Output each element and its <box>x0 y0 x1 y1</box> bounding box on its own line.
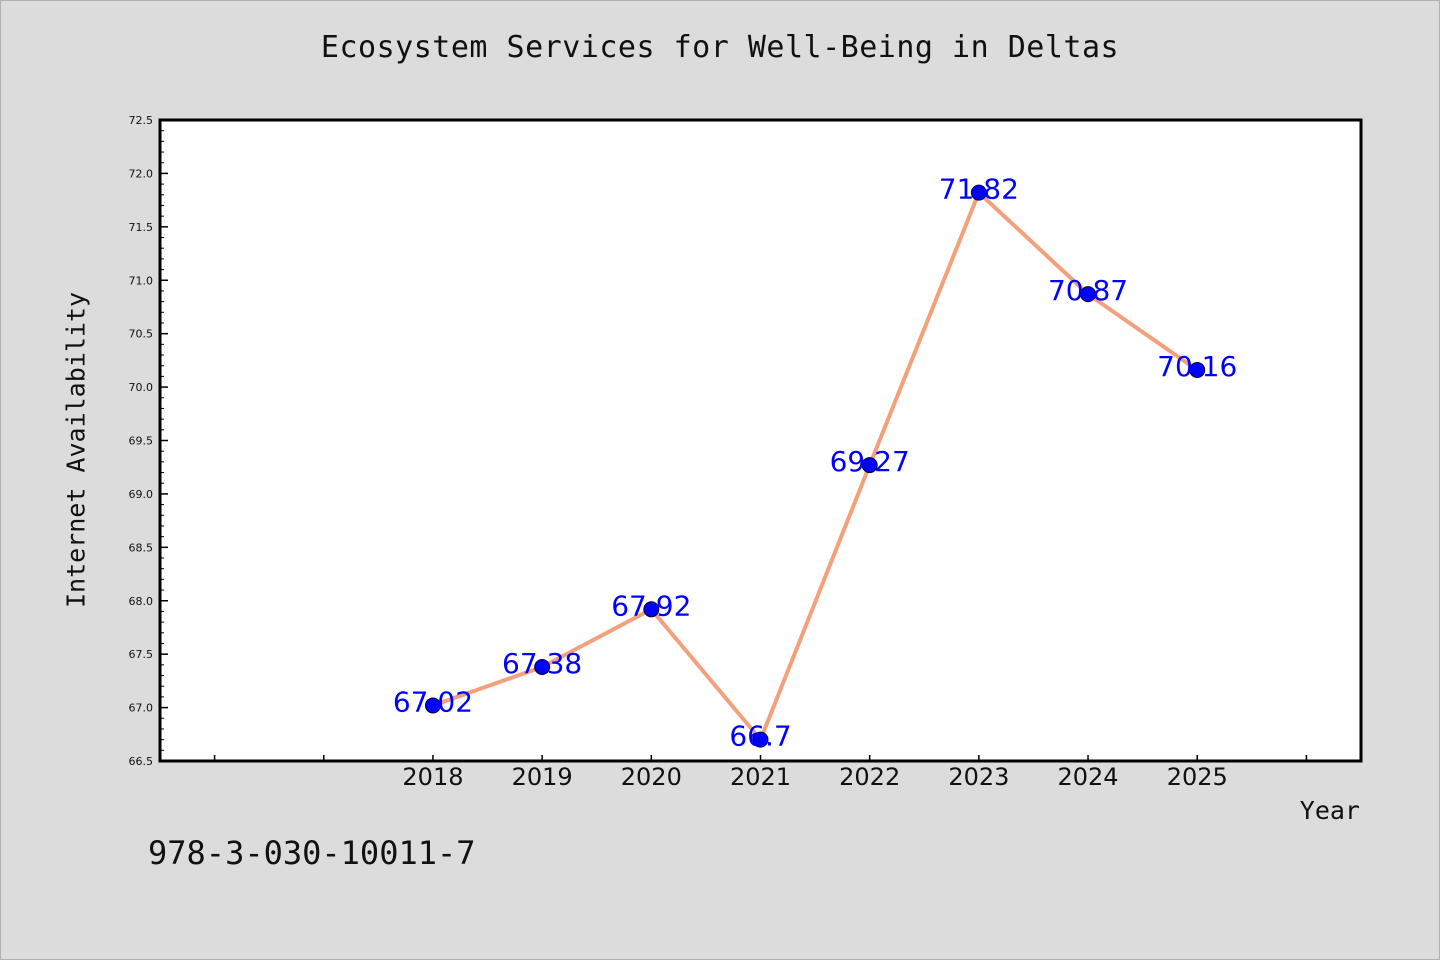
y-tick-label: 67.5 <box>129 648 154 661</box>
y-tick-label: 70.0 <box>129 381 154 394</box>
y-tick-label: 71.5 <box>129 221 154 234</box>
y-tick-label: 70.5 <box>129 328 154 341</box>
data-point <box>752 731 769 748</box>
data-point <box>1189 361 1206 378</box>
data-point <box>424 697 441 714</box>
y-tick-label: 68.5 <box>129 541 154 554</box>
x-axis: 2018 2019 2020 2021 2022 2023 2024 2025 <box>213 755 1308 791</box>
x-tick-label: 2019 <box>512 763 573 791</box>
series-group <box>424 184 1206 748</box>
x-tick-label: 2018 <box>402 763 463 791</box>
data-label: 71.82 <box>939 173 1019 206</box>
y-tick-label: 68.0 <box>129 595 154 608</box>
plot-area <box>160 120 1361 761</box>
x-tick-label: 2021 <box>730 763 791 791</box>
y-tick-label: 67.0 <box>129 702 154 715</box>
y-tick-label: 69.5 <box>129 435 154 448</box>
y-tick-label: 72.5 <box>129 114 154 127</box>
y-tick-label: 66.5 <box>129 755 154 768</box>
chart-title: Ecosystem Services for Well-Being in Del… <box>320 30 1120 65</box>
series-line <box>432 190 1199 742</box>
data-label: 67.92 <box>611 589 691 622</box>
data-point <box>534 658 551 675</box>
data-label: 66.7 <box>729 720 791 753</box>
data-labels-group: 67.02 67.38 67.92 66.7 69.27 71.82 70.87 70.16 <box>393 173 1237 753</box>
plot-frame <box>158 118 1363 763</box>
data-point <box>970 184 987 201</box>
data-label: 67.02 <box>393 685 473 718</box>
isbn-footnote: 978-3-030-10011-7 <box>148 834 476 872</box>
y-tick-label: 72.0 <box>129 167 154 180</box>
x-tick-label: 2020 <box>621 763 682 791</box>
x-tick-label: 2022 <box>839 763 900 791</box>
y-tick-label: 71.0 <box>129 274 154 287</box>
x-tick-label: 2024 <box>1058 763 1119 791</box>
data-point <box>1080 286 1097 303</box>
data-point <box>861 457 878 474</box>
data-label: 70.16 <box>1157 350 1237 383</box>
x-tick-label: 2023 <box>948 763 1009 791</box>
data-label: 67.38 <box>502 647 582 680</box>
data-label: 69.27 <box>830 445 910 478</box>
x-axis-label: Year <box>1299 796 1360 825</box>
data-label: 70.87 <box>1048 274 1128 307</box>
data-point <box>643 601 660 618</box>
x-tick-label: 2025 <box>1167 763 1228 791</box>
y-tick-label: 69.0 <box>129 488 154 501</box>
